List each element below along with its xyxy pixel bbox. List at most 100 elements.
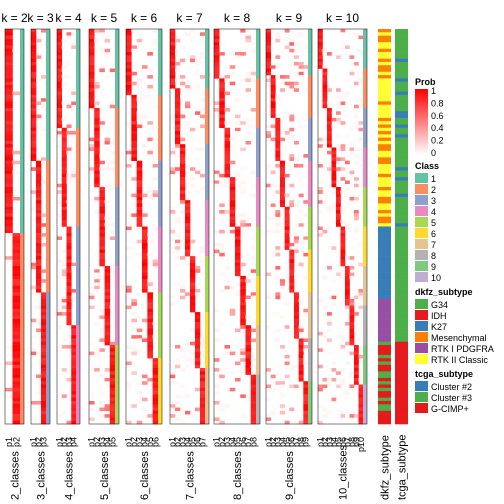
heatmap-cell (245, 124, 252, 129)
class-stripe-cell (363, 94, 367, 99)
class-stripe-cell (205, 81, 209, 86)
heatmap-cell (195, 321, 201, 326)
heatmap-cell (61, 140, 67, 145)
class-stripe-cell (308, 381, 312, 385)
heatmap-cell (41, 377, 47, 382)
heatmap-cell (270, 65, 276, 69)
annotation-cell (378, 387, 391, 392)
class-stripe-cell (115, 114, 119, 119)
heatmap-cell (57, 88, 63, 92)
annotation-cell (378, 58, 391, 63)
panel-border (169, 28, 210, 425)
annotation-cell (395, 68, 408, 73)
heatmap-cell (358, 98, 364, 102)
class-stripe-cell (363, 298, 367, 303)
class-stripe-cell (256, 414, 260, 418)
class-stripe-cell (256, 167, 260, 171)
class-stripe-cell (115, 32, 119, 36)
heatmap-cell (235, 98, 241, 102)
heatmap-cell (180, 131, 186, 135)
annotation-cell (395, 315, 408, 319)
heatmap-cell (327, 377, 332, 382)
panel-title: k = 9 (276, 11, 303, 25)
heatmap-cell (224, 345, 231, 349)
heatmap-cell (170, 61, 176, 66)
class-stripe-cell (115, 193, 119, 198)
class-stripe-cell (158, 84, 162, 89)
heatmap-cell (126, 381, 132, 385)
class-stripe-cell (308, 144, 312, 148)
heatmap-cell (126, 78, 132, 82)
class-stripe-cell (115, 328, 119, 333)
class-stripe-cell (46, 121, 50, 125)
heatmap-cell (5, 32, 13, 36)
heatmap-cell (71, 414, 77, 418)
heatmap-cell (284, 216, 290, 221)
class-stripe-cell (20, 351, 24, 356)
heatmap-cell (175, 256, 181, 260)
annotation-cell (395, 81, 408, 86)
heatmap-cell (275, 147, 281, 152)
heatmap-cell (275, 163, 281, 168)
class-stripe-cell (158, 216, 162, 221)
heatmap-cell (36, 289, 42, 293)
heatmap-cell (41, 104, 47, 109)
class-stripe-cell (308, 266, 312, 270)
class-stripe-cell (20, 246, 24, 250)
class-stripe-cell (158, 88, 162, 92)
heatmap-cell (303, 117, 309, 122)
heatmap-cell (214, 328, 220, 333)
class-stripe-cell (76, 242, 80, 247)
heatmap-cell (71, 325, 77, 329)
heatmap-cell (200, 400, 206, 405)
class-stripe-cell (158, 308, 162, 313)
class-stripe-cell (158, 249, 162, 254)
heatmap-cell (327, 266, 332, 270)
heatmap-cell (266, 48, 271, 53)
heatmap-cell (195, 282, 201, 287)
heatmap-cell (41, 384, 47, 389)
heatmap-cell (245, 32, 252, 36)
class-stripe-cell (20, 394, 24, 398)
gradient-tick-label: 0.6 (431, 111, 444, 121)
heatmap-cell (349, 71, 355, 76)
heatmap-cell (303, 394, 309, 398)
heatmap-cell (358, 384, 364, 389)
class-stripe-cell (115, 272, 119, 277)
annotation-cell (395, 200, 408, 204)
class-stripe-cell (256, 371, 260, 375)
heatmap-cell (152, 410, 159, 415)
class-stripe-cell (76, 210, 80, 214)
heatmap-cell (284, 420, 290, 425)
heatmap-cell (284, 246, 290, 250)
heatmap-cell (200, 391, 206, 395)
heatmap-cell (109, 351, 116, 356)
heatmap-cell (136, 210, 143, 214)
heatmap-cell (303, 354, 309, 359)
legend-item-label: Mesenchymal (431, 333, 487, 343)
class-stripe-cell (363, 321, 367, 326)
heatmap-cell (327, 167, 332, 171)
class-stripe-cell (308, 160, 312, 165)
heatmap-cell (99, 275, 105, 280)
class-stripe-cell (46, 88, 50, 92)
heatmap-cell (340, 210, 346, 214)
heatmap-cell (170, 170, 176, 175)
heatmap-cell (250, 246, 257, 250)
heatmap-cell (345, 45, 350, 50)
class-stripe-cell (205, 242, 209, 247)
heatmap-cell (147, 351, 153, 356)
class-stripe-cell (20, 384, 24, 389)
heatmap-cell (303, 308, 309, 313)
legend-item-label: 6 (431, 229, 436, 239)
heatmap-cell (31, 45, 37, 50)
heatmap-cell (266, 78, 271, 82)
class-stripe-cell (308, 226, 312, 231)
heatmap-cell (219, 321, 225, 326)
annotation-cell (378, 236, 391, 240)
heatmap-cell (349, 266, 355, 270)
heatmap-cell (175, 249, 181, 254)
heatmap-cell (245, 338, 252, 343)
heatmap-cell (322, 75, 328, 79)
heatmap-cell (136, 38, 143, 43)
